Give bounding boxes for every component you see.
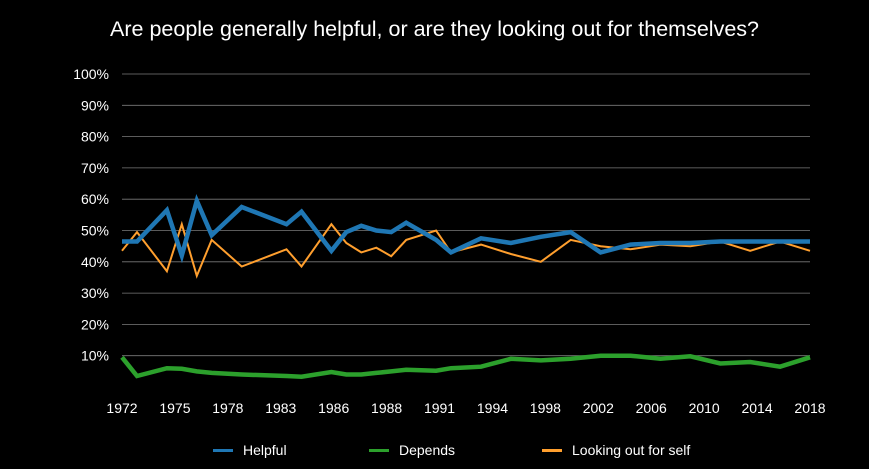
legend-swatch — [542, 448, 562, 452]
y-tick-label: 60% — [81, 191, 109, 207]
y-tick-label: 10% — [81, 348, 109, 364]
x-tick-label: 1998 — [530, 400, 561, 416]
y-tick-label: 90% — [81, 97, 109, 113]
legend-label: Looking out for self — [572, 442, 691, 458]
series-line-looking-out-for-self — [121, 220, 811, 279]
y-tick-label: 50% — [81, 223, 109, 239]
y-tick-label: 100% — [73, 66, 109, 82]
y-tick-label: 30% — [81, 285, 109, 301]
legend-item-depends: Depends — [369, 442, 455, 458]
y-tick-label: 80% — [81, 129, 109, 145]
x-tick-label: 2010 — [689, 400, 720, 416]
x-tick-label: 2018 — [794, 400, 825, 416]
legend-label: Depends — [399, 442, 456, 458]
series-line-depends — [120, 353, 811, 379]
x-tick-label: 2002 — [583, 400, 614, 416]
series-lines — [120, 194, 811, 379]
x-axis-ticks: 1972 1975 1978 1983 1986 1988 1991 1994 1998 2002… — [106, 400, 825, 416]
gridlines — [122, 73, 810, 357]
legend-item-helpful: Helpful — [213, 442, 287, 458]
x-tick-label: 1983 — [265, 400, 296, 416]
y-tick-label: 20% — [81, 316, 109, 332]
chart-title: Are people generally helpful, or are the… — [110, 17, 759, 41]
x-tick-label: 1994 — [477, 400, 508, 416]
legend-item-looking-out-for-self: Looking out for self — [542, 442, 690, 458]
x-tick-label: 2006 — [636, 400, 667, 416]
legend-swatch — [213, 448, 233, 452]
x-tick-label: 1986 — [318, 400, 349, 416]
legend: Helpful Depends Looking out for self — [0, 442, 869, 464]
x-tick-label: 2014 — [741, 400, 772, 416]
x-tick-label: 1991 — [424, 400, 455, 416]
y-tick-label: 70% — [81, 160, 109, 176]
y-tick-label: 40% — [81, 254, 109, 270]
line-chart: 10% 20% 30% 40% 50% 60% 70% 80% 90% 100% 1972 1975… — [73, 66, 826, 416]
legend-swatch — [369, 448, 389, 452]
series-line-helpful — [122, 194, 810, 264]
y-axis-ticks: 10% 20% 30% 40% 50% 60% 70% 80% 90% 100% — [73, 66, 109, 364]
x-tick-label: 1975 — [159, 400, 190, 416]
x-tick-label: 1978 — [212, 400, 243, 416]
x-tick-label: 1972 — [106, 400, 137, 416]
legend-label: Helpful — [243, 442, 287, 458]
x-tick-label: 1988 — [371, 400, 402, 416]
